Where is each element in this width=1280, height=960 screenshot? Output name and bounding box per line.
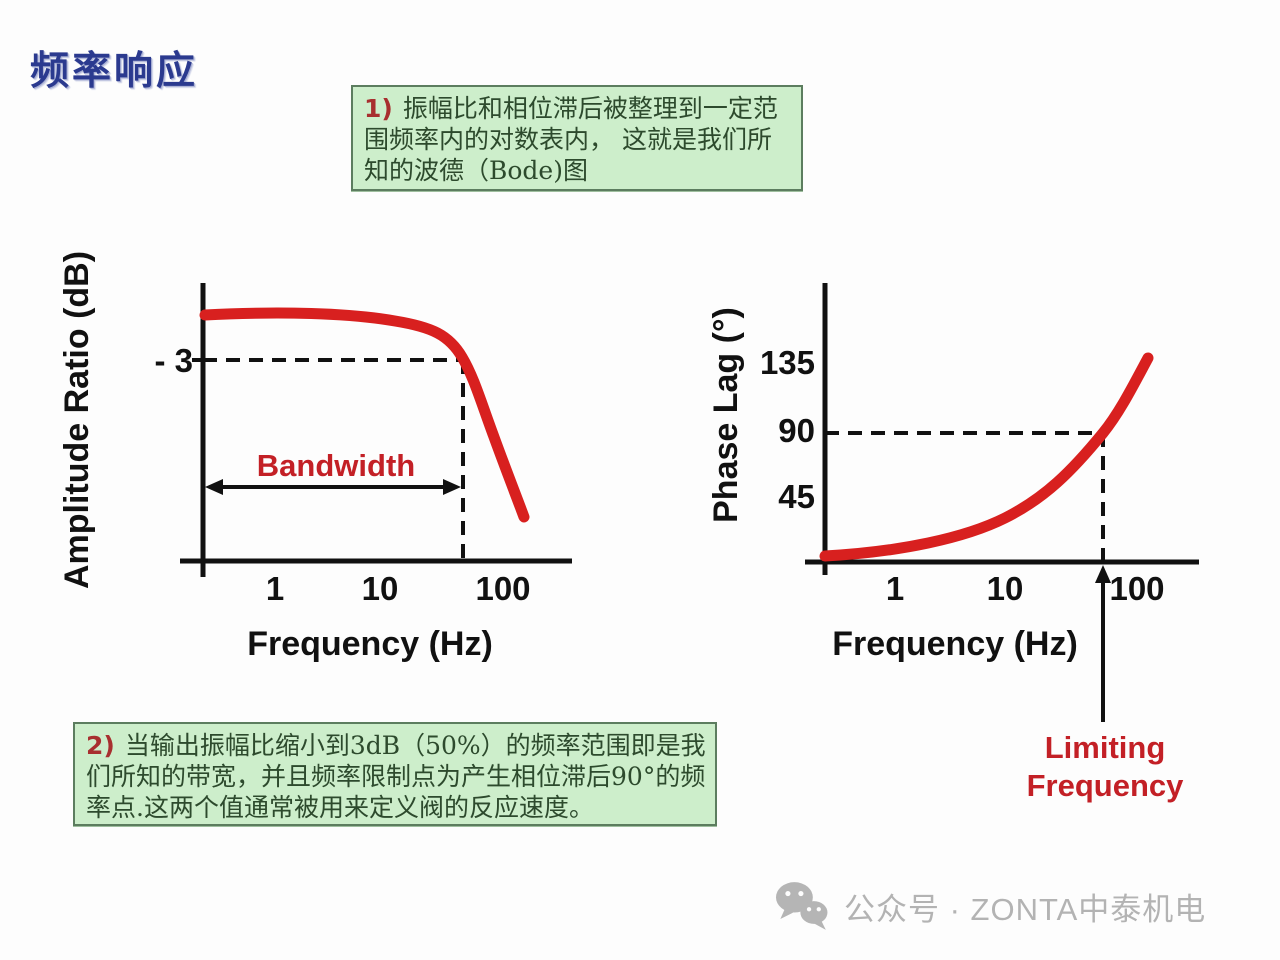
phase-ytick-135: 135 bbox=[760, 344, 815, 381]
phase-lag-chart: Phase Lag (°) 135 90 45 1 10 100 Frequen… bbox=[707, 283, 1199, 803]
wechat-icon bbox=[776, 882, 828, 930]
note-2-line-3: 率点.这两个值通常被用来定义阀的反应速度。 bbox=[86, 793, 594, 822]
note-2-line-2: 们所知的带宽，并且频率限制点为产生相位滞后90°的频 bbox=[86, 762, 706, 791]
limiting-frequency-arrowhead bbox=[1095, 565, 1111, 583]
note-2-text-1: 当输出振幅比缩小到3dB（50%）的频率范围即是我 bbox=[124, 731, 706, 760]
page-title: 频率响应 bbox=[30, 48, 199, 94]
note-1-text-1: 振幅比和相位滞后被整理到一定范 bbox=[402, 94, 778, 123]
watermark-text: 公众号 · ZONTA中泰机电 bbox=[844, 891, 1207, 927]
phase-xtick-10: 10 bbox=[987, 570, 1024, 607]
amplitude-xtick-10: 10 bbox=[362, 570, 399, 607]
phase-lag-curve bbox=[819, 352, 1154, 562]
note-2-line-1: 2) 当输出振幅比缩小到3dB（50%）的频率范围即是我 bbox=[86, 730, 706, 761]
watermark: 公众号 · ZONTA中泰机电 bbox=[773, 880, 1206, 932]
bandwidth-label: Bandwidth bbox=[257, 448, 415, 483]
note-1-line-3: 知的波德（Bode)图 bbox=[364, 156, 588, 185]
phase-xtick-1: 1 bbox=[886, 570, 904, 607]
note-box-1: 1) 振幅比和相位滞后被整理到一定范 围频率内的对数表内， 这就是我们所 知的波德… bbox=[351, 85, 803, 191]
bandwidth-arrowhead-right bbox=[443, 479, 461, 495]
amplitude-x-axis-label: Frequency (Hz) bbox=[247, 625, 493, 663]
phase-x-axis-label: Frequency (Hz) bbox=[832, 625, 1078, 663]
phase-ytick-90: 90 bbox=[778, 412, 815, 449]
amplitude-ytick-minus3: - 3 bbox=[154, 342, 193, 379]
phase-y-axis-label: Phase Lag (°) bbox=[707, 307, 745, 523]
note-2-number: 2) bbox=[86, 731, 115, 760]
amplitude-response-curve bbox=[199, 307, 530, 523]
amplitude-xtick-100: 100 bbox=[475, 570, 530, 607]
amplitude-ratio-chart: Amplitude Ratio (dB) - 3 Bandwidth 1 10 … bbox=[58, 251, 572, 663]
note-1-number: 1) bbox=[364, 94, 393, 123]
phase-ytick-45: 45 bbox=[778, 478, 815, 515]
note-box-2: 2) 当输出振幅比缩小到3dB（50%）的频率范围即是我 们所知的带宽，并且频率限… bbox=[73, 722, 717, 826]
note-1-line-2: 围频率内的对数表内， 这就是我们所 bbox=[364, 125, 772, 154]
bandwidth-arrowhead-left bbox=[205, 479, 223, 495]
amplitude-xtick-1: 1 bbox=[266, 570, 284, 607]
limiting-frequency-label-line2: Frequency bbox=[1027, 768, 1185, 803]
amplitude-y-axis-label: Amplitude Ratio (dB) bbox=[58, 251, 96, 589]
limiting-frequency-label-line1: Limiting bbox=[1045, 730, 1166, 765]
note-1-line-1: 1) 振幅比和相位滞后被整理到一定范 bbox=[364, 93, 790, 124]
phase-xtick-100: 100 bbox=[1109, 570, 1164, 607]
